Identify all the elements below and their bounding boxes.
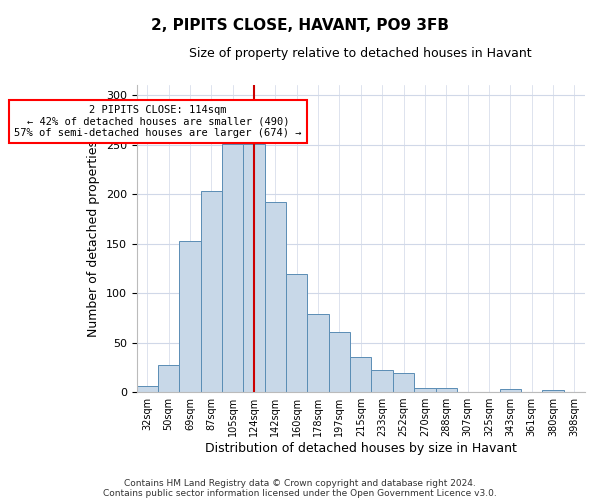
Text: 2, PIPITS CLOSE, HAVANT, PO9 3FB: 2, PIPITS CLOSE, HAVANT, PO9 3FB xyxy=(151,18,449,32)
Bar xyxy=(329,332,350,392)
Text: Contains public sector information licensed under the Open Government Licence v3: Contains public sector information licen… xyxy=(103,488,497,498)
Bar xyxy=(286,274,307,392)
X-axis label: Distribution of detached houses by size in Havant: Distribution of detached houses by size … xyxy=(205,442,517,455)
Text: 2 PIPITS CLOSE: 114sqm
← 42% of detached houses are smaller (490)
57% of semi-de: 2 PIPITS CLOSE: 114sqm ← 42% of detached… xyxy=(14,105,302,138)
Bar xyxy=(179,240,200,392)
Bar xyxy=(414,388,436,392)
Bar xyxy=(158,366,179,392)
Bar xyxy=(244,144,265,392)
Bar xyxy=(200,191,222,392)
Text: Contains HM Land Registry data © Crown copyright and database right 2024.: Contains HM Land Registry data © Crown c… xyxy=(124,478,476,488)
Bar xyxy=(222,144,244,392)
Bar xyxy=(393,374,414,392)
Bar xyxy=(371,370,393,392)
Bar xyxy=(137,386,158,392)
Bar xyxy=(307,314,329,392)
Title: Size of property relative to detached houses in Havant: Size of property relative to detached ho… xyxy=(190,48,532,60)
Bar xyxy=(500,389,521,392)
Bar xyxy=(542,390,563,392)
Bar xyxy=(350,358,371,392)
Bar xyxy=(265,202,286,392)
Bar xyxy=(436,388,457,392)
Y-axis label: Number of detached properties: Number of detached properties xyxy=(87,140,100,337)
